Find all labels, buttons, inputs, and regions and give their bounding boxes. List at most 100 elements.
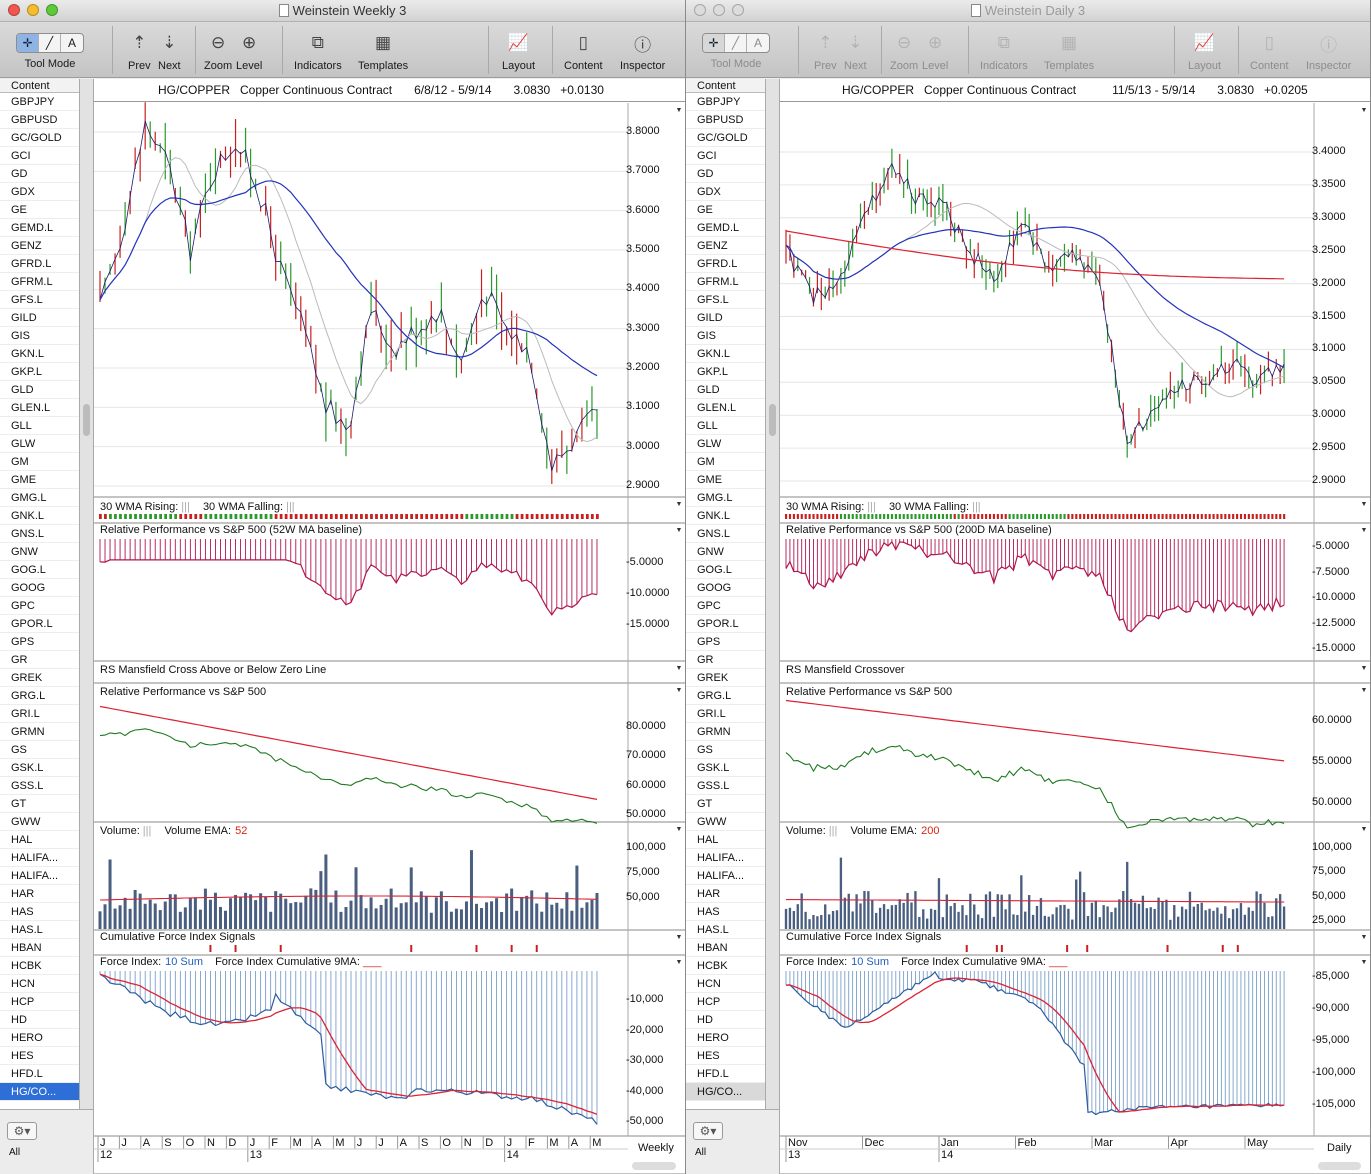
symbol-list-item[interactable]: GNS.L <box>686 525 765 543</box>
symbol-list-item[interactable]: GLD <box>686 381 765 399</box>
inspector-button[interactable]: ⓘ Inspector <box>620 28 665 73</box>
symbol-list-item[interactable]: GFS.L <box>686 291 765 309</box>
symbol-list-item[interactable]: HES <box>0 1047 79 1065</box>
symbol-list-item[interactable]: GKP.L <box>0 363 79 381</box>
symbol-list-item[interactable]: HALIFA... <box>686 849 765 867</box>
symbol-list-item[interactable]: GE <box>0 201 79 219</box>
minimize-window-button[interactable] <box>27 4 39 16</box>
symbol-list-item[interactable]: HCBK <box>0 957 79 975</box>
symbol-list-item[interactable]: HAS <box>686 903 765 921</box>
symbol-list-item[interactable]: GCI <box>0 147 79 165</box>
symbol-list-item[interactable]: HG/CO... <box>0 1083 79 1101</box>
period-selector[interactable]: Daily <box>1327 1142 1352 1154</box>
content-button[interactable]: ▯ Content <box>564 28 603 72</box>
splitter-grip[interactable] <box>83 404 90 436</box>
horizontal-scrollbar[interactable] <box>1318 1162 1361 1170</box>
symbol-list-item[interactable]: GENZ <box>686 237 765 255</box>
panel-menu-arrow-icon[interactable]: ▼ <box>1360 501 1368 508</box>
minimize-window-button[interactable] <box>713 4 725 16</box>
symbol-list-item[interactable]: GMG.L <box>686 489 765 507</box>
symbol-list-item[interactable]: GFRD.L <box>0 255 79 273</box>
symbol-list-item[interactable]: GEMD.L <box>686 219 765 237</box>
symbol-list-item[interactable]: HAS.L <box>686 921 765 939</box>
level-button[interactable]: ⊕ Level <box>922 28 948 72</box>
symbol-list-item[interactable]: GNK.L <box>686 507 765 525</box>
symbol-list-item[interactable]: GSK.L <box>686 759 765 777</box>
symbol-list-item[interactable]: GPS <box>0 633 79 651</box>
symbol-list-item[interactable]: HFD.L <box>0 1065 79 1083</box>
symbol-list-item[interactable]: HAL <box>0 831 79 849</box>
symbol-list-item[interactable]: GNW <box>0 543 79 561</box>
symbol-list-item[interactable]: HD <box>686 1011 765 1029</box>
symbol-list-item[interactable]: GRI.L <box>0 705 79 723</box>
symbol-list-item[interactable]: GRG.L <box>0 687 79 705</box>
symbol-list-item[interactable]: GBPUSD <box>686 111 765 129</box>
symbol-list-item[interactable]: GBPJPY <box>686 93 765 111</box>
symbol-list-item[interactable]: GNK.L <box>0 507 79 525</box>
panel-menu-arrow-icon[interactable]: ▼ <box>1360 687 1368 694</box>
symbol-list-item[interactable]: HAR <box>686 885 765 903</box>
symbol-list-item[interactable]: GWW <box>0 813 79 831</box>
layout-button[interactable]: 📈 Layout <box>502 28 535 72</box>
prev-button[interactable]: ⇡ Prev <box>128 28 151 72</box>
indicators-button[interactable]: ⧉ Indicators <box>980 28 1028 72</box>
zoom-window-button[interactable] <box>46 4 58 16</box>
symbol-list-item[interactable]: GR <box>686 651 765 669</box>
zoom-button[interactable]: ⊖ Zoom <box>890 28 918 72</box>
symbol-list-item[interactable]: GPC <box>0 597 79 615</box>
panel-menu-arrow-icon[interactable]: ▼ <box>675 934 683 941</box>
indicators-button[interactable]: ⧉ Indicators <box>294 28 342 72</box>
symbol-list-item[interactable]: GPOR.L <box>0 615 79 633</box>
panel-menu-arrow-icon[interactable]: ▼ <box>675 687 683 694</box>
panel-menu-arrow-icon[interactable]: ▼ <box>1360 665 1368 672</box>
symbol-list-item[interactable]: HAR <box>0 885 79 903</box>
symbol-list-item[interactable]: GOOG <box>0 579 79 597</box>
symbol-list-item[interactable]: GDX <box>0 183 79 201</box>
level-button[interactable]: ⊕ Level <box>236 28 262 72</box>
close-window-button[interactable] <box>694 4 706 16</box>
text-tool-button[interactable]: A <box>67 36 76 50</box>
templates-button[interactable]: ▦ Templates <box>1044 28 1094 72</box>
panel-menu-arrow-icon[interactable]: ▼ <box>675 826 683 833</box>
symbol-list-item[interactable]: HES <box>686 1047 765 1065</box>
panel-menu-arrow-icon[interactable]: ▼ <box>1360 959 1368 966</box>
symbol-list-item[interactable]: HALIFA... <box>686 867 765 885</box>
symbol-list-item[interactable]: HCN <box>686 975 765 993</box>
symbol-list-item[interactable]: GLEN.L <box>0 399 79 417</box>
symbol-list-item[interactable]: GBPUSD <box>0 111 79 129</box>
symbol-list-item[interactable]: GSK.L <box>0 759 79 777</box>
symbol-list-item[interactable]: GM <box>686 453 765 471</box>
symbol-list-item[interactable]: HAS.L <box>0 921 79 939</box>
symbol-list-item[interactable]: GNS.L <box>0 525 79 543</box>
symbol-list-item[interactable]: GSS.L <box>0 777 79 795</box>
text-tool-button[interactable]: A <box>753 36 762 50</box>
templates-button[interactable]: ▦ Templates <box>358 28 408 72</box>
symbol-list-item[interactable]: GE <box>686 201 765 219</box>
panel-menu-arrow-icon[interactable]: ▼ <box>675 107 683 114</box>
symbol-list-item[interactable]: GIS <box>686 327 765 345</box>
line-tool-button[interactable]: ╱ <box>39 34 61 52</box>
symbol-list-item[interactable]: GOOG <box>686 579 765 597</box>
cursor-tool-button[interactable]: ✛ <box>703 34 725 52</box>
symbol-list-item[interactable]: GEMD.L <box>0 219 79 237</box>
symbol-list-item[interactable]: GPC <box>686 597 765 615</box>
symbol-list-item[interactable]: GILD <box>686 309 765 327</box>
symbol-list-item[interactable]: GT <box>686 795 765 813</box>
symbol-list-item[interactable]: GLW <box>686 435 765 453</box>
sidebar-splitter[interactable] <box>766 79 780 1109</box>
symbol-list-item[interactable]: GFRM.L <box>686 273 765 291</box>
next-button[interactable]: ⇣ Next <box>158 28 181 72</box>
tool-mode-segmented-control[interactable]: ✛ ╱ A <box>16 33 84 53</box>
panel-menu-arrow-icon[interactable]: ▼ <box>675 665 683 672</box>
symbol-list-item[interactable]: GREK <box>0 669 79 687</box>
chart-area[interactable]: HG/COPPER Copper Continuous Contract 11/5/… <box>780 79 1370 1174</box>
symbol-list-item[interactable]: HCBK <box>686 957 765 975</box>
symbol-list-item[interactable]: HAS <box>0 903 79 921</box>
symbol-list-item[interactable]: HCP <box>686 993 765 1011</box>
zoom-button[interactable]: ⊖ Zoom <box>204 28 232 72</box>
symbol-list-item[interactable]: HCN <box>0 975 79 993</box>
symbol-list-item[interactable]: GR <box>0 651 79 669</box>
symbol-list-item[interactable]: GME <box>686 471 765 489</box>
symbol-list-item[interactable]: GILD <box>0 309 79 327</box>
symbol-list-item[interactable]: GD <box>686 165 765 183</box>
